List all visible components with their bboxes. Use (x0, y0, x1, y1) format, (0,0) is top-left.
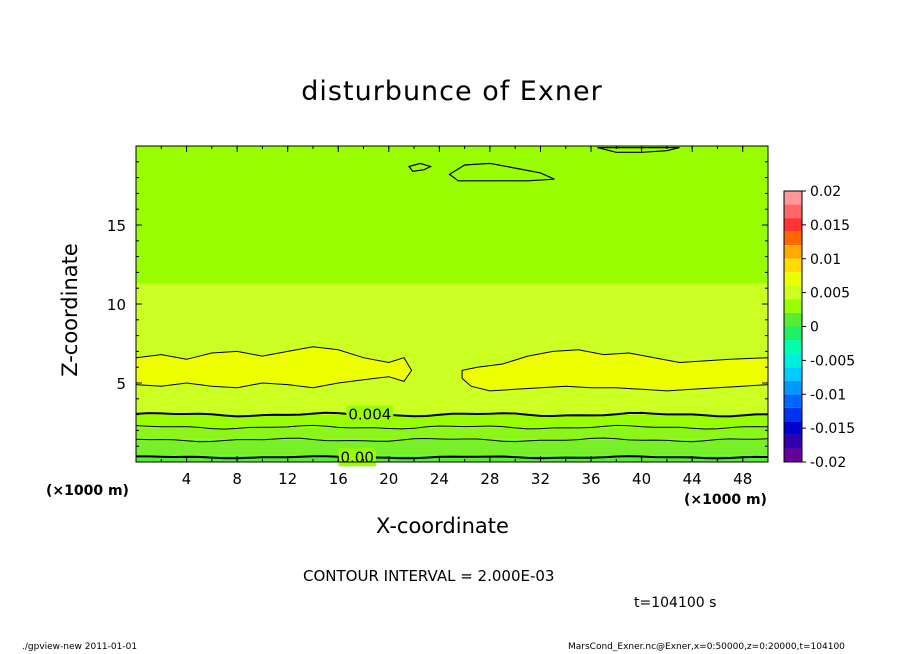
footer-command: ./gpview-new 2011-01-01 (22, 642, 138, 652)
colorbar-swatch (784, 285, 802, 300)
contour-line (407, 162, 433, 172)
y-tick-label: 15 (107, 217, 126, 235)
x-tick-label: 44 (683, 470, 702, 488)
x-unit-label-right: (×1000 m) (684, 492, 767, 508)
colorbar-swatch (784, 367, 802, 381)
contour-lines: 0.004 0.00 (135, 147, 769, 467)
colorbar-swatch (784, 421, 802, 435)
colorbar-tick-label: 0.005 (810, 286, 850, 302)
contour-field (136, 146, 768, 462)
colorbar-swatch (784, 326, 802, 341)
time-stamp: t=104100 s (634, 595, 717, 611)
y-tick-label: 10 (107, 296, 126, 314)
contour-line (135, 424, 769, 430)
colorbar-swatch (784, 231, 802, 246)
field-band (136, 283, 768, 415)
x-tick-label: 32 (531, 470, 550, 488)
colorbar-swatch (784, 434, 802, 449)
colorbar-swatch (784, 245, 802, 259)
x-axis-label: X-coordinate (376, 514, 509, 538)
colorbar-swatch (784, 394, 802, 408)
contour-line (597, 147, 680, 153)
chart-title: disturbunce of Exner (301, 76, 603, 107)
field-band (136, 427, 768, 440)
colorbar-tick-label: 0.02 (810, 184, 841, 200)
colorbar: 0.02 0.015 0.01 0.005 0 -0.005 -0.01 -0.015 -0.0… (783, 184, 855, 471)
contour-region (461, 349, 769, 392)
field-band (136, 146, 768, 284)
x-tick-label: 36 (581, 470, 600, 488)
contour-line (135, 437, 769, 443)
colorbar-swatch (784, 448, 802, 462)
x-tick-label: 8 (232, 470, 242, 488)
contour-line (136, 455, 769, 460)
colorbar-tick-label: 0.015 (810, 218, 850, 234)
colorbar-swatch (784, 258, 802, 273)
colorbar-tick-label: -0.015 (810, 421, 855, 437)
field-band (136, 439, 768, 456)
colorbar-swatch (784, 312, 802, 327)
x-tick-label: 24 (430, 470, 449, 488)
colorbar-swatch (784, 218, 802, 232)
x-tick-label: 12 (278, 470, 297, 488)
contour-label: 0.00 (340, 448, 373, 466)
x-tick-label: 28 (480, 470, 499, 488)
x-unit-label-left: (×1000 m) (46, 483, 129, 499)
colorbar-swatch (784, 191, 802, 205)
colorbar-tick-label: -0.01 (810, 387, 846, 403)
x-tick-label: 40 (632, 470, 651, 488)
colorbar-swatch (784, 353, 802, 368)
contour-region (135, 346, 413, 389)
x-tick-label: 16 (329, 470, 348, 488)
footer-source: MarsCond_Exner.nc@Exner,x=0:50000,z=0:20… (568, 642, 845, 652)
contour-label-bg (346, 405, 394, 424)
x-tick-label: 20 (379, 470, 398, 488)
y-axis-label: Z-coordinate (58, 243, 82, 377)
colorbar-swatch (784, 340, 802, 354)
colorbar-swatch (784, 204, 802, 219)
x-tick-label: 48 (733, 470, 752, 488)
y-tick-label: 5 (116, 375, 126, 393)
contour-line (135, 411, 769, 418)
colorbar-tick-label: -0.02 (810, 455, 846, 471)
x-tick-label: 4 (182, 470, 192, 488)
colorbar-swatch (784, 380, 802, 395)
colorbar-tick-label: 0.01 (810, 252, 841, 268)
colorbar-tick-label: -0.005 (810, 353, 855, 369)
colorbar-tick-label: 0 (810, 320, 819, 336)
field-band (136, 414, 768, 428)
field-band (136, 455, 768, 462)
colorbar-swatch (784, 407, 802, 422)
colorbar-swatch (784, 272, 802, 286)
contour-label: 0.004 (348, 406, 391, 424)
contour-interval-note: CONTOUR INTERVAL = 2.000E-03 (303, 567, 555, 585)
contour-line (448, 162, 555, 182)
colorbar-swatch (784, 299, 802, 313)
